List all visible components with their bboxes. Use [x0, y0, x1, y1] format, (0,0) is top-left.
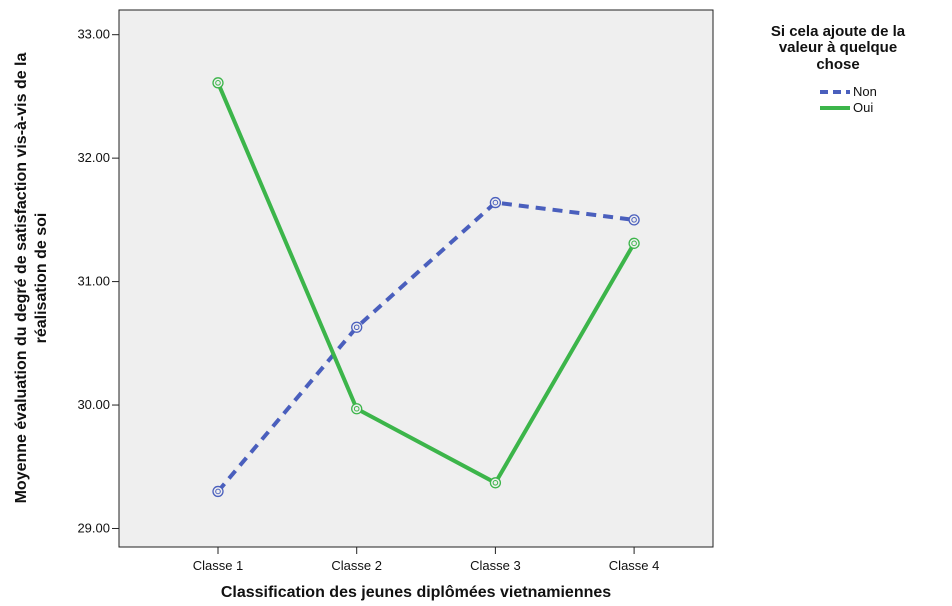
legend-title-line-2: valeur à quelque: [779, 39, 897, 56]
legend: Si cela ajoute de la valeur à quelque ch…: [771, 23, 906, 115]
y-tick-label: 30.00: [77, 397, 110, 412]
data-point-inner: [492, 199, 499, 206]
plot-area: [118, 9, 714, 548]
data-point-non: [351, 321, 363, 333]
data-point-non: [489, 196, 502, 209]
x-axis: Classe 1 Classe 2 Classe 3 Classe 4: [193, 547, 660, 573]
data-point-non: [212, 485, 224, 498]
y-tick-label: 29.00: [77, 520, 110, 535]
data-point-inner: [631, 240, 637, 247]
legend-label-non: Non: [853, 84, 877, 99]
y-axis-title: Moyenne évaluation du degré de satisfact…: [13, 53, 50, 504]
y-axis-title-line-2: réalisation de soi: [33, 213, 50, 344]
y-tick-label: 31.00: [77, 274, 110, 289]
x-axis-title: Classification des jeunes diplômées viet…: [221, 584, 611, 601]
data-point-marker: [212, 485, 224, 498]
series-line-oui: [216, 82, 636, 485]
data-point-marker: [489, 477, 502, 489]
data-point-marker: [628, 237, 640, 249]
data-point-inner: [492, 480, 499, 486]
y-axis-title-line-1: Moyenne évaluation du degré de satisfact…: [13, 53, 30, 504]
x-tick-label: Classe 1: [193, 558, 244, 573]
data-point-oui: [351, 403, 363, 415]
data-point-oui: [212, 77, 224, 89]
data-point-non: [628, 214, 640, 226]
y-axis: 29.00 30.00 31.00 32.00 33.00: [77, 27, 119, 535]
data-point-inner: [353, 405, 360, 412]
data-point-inner: [631, 217, 637, 223]
data-point-oui: [628, 237, 640, 249]
data-point-marker: [351, 321, 363, 333]
legend-label-oui: Oui: [853, 100, 873, 115]
y-tick-label: 33.00: [77, 27, 110, 42]
y-tick-label: 32.00: [77, 150, 110, 165]
data-point-marker: [351, 403, 363, 415]
data-point-marker: [628, 214, 640, 226]
data-point-marker: [489, 196, 502, 209]
x-tick-label: Classe 4: [609, 558, 660, 573]
data-point-inner: [215, 488, 221, 495]
x-tick-label: Classe 3: [470, 558, 521, 573]
x-tick-label: Classe 2: [331, 558, 382, 573]
data-point-inner: [215, 80, 221, 86]
data-point-inner: [353, 324, 360, 331]
data-point-marker: [212, 77, 224, 89]
data-point-oui: [489, 477, 502, 489]
series-line-non: [216, 200, 635, 493]
legend-title-line-3: chose: [816, 56, 859, 73]
series-lines: [216, 82, 636, 493]
legend-title-line-1: Si cela ajoute de la: [771, 23, 906, 40]
series-points: [212, 77, 640, 498]
